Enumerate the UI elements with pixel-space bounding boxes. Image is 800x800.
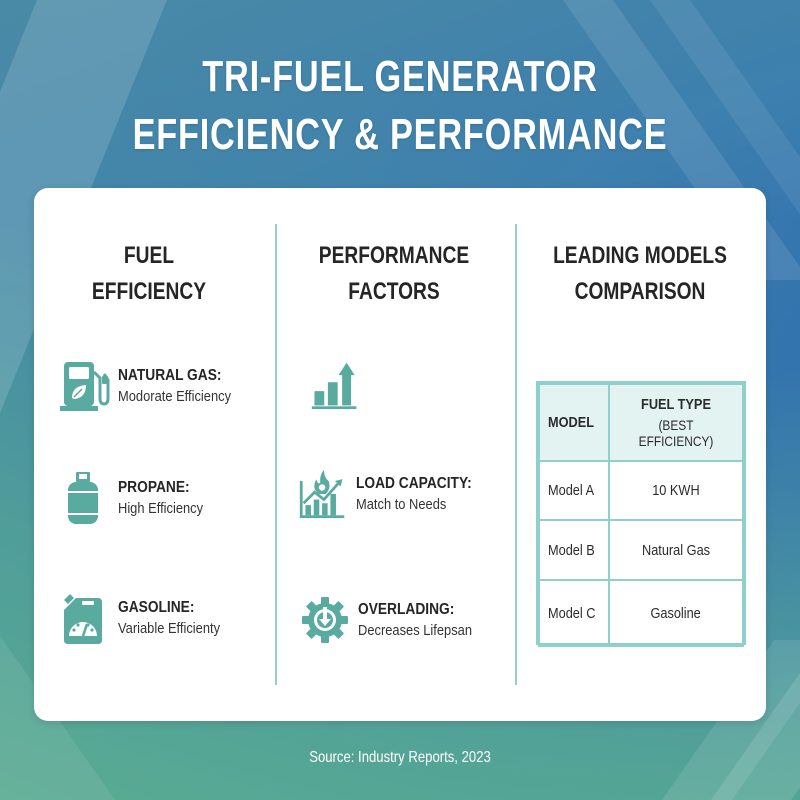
- heading-line-2: FACTORS: [348, 278, 440, 305]
- performance-item-label: OVERLADING:: [358, 600, 455, 618]
- fuel-item-label: PROPANE:: [118, 478, 190, 496]
- model-name: Model A: [548, 482, 595, 499]
- performance-item-description: Decreases Lifepsan: [358, 621, 473, 639]
- fuel-type-cell: Gasoline: [608, 579, 744, 647]
- performance-item-growth: [310, 356, 360, 412]
- gear-down-arrow-icon: [300, 592, 350, 648]
- page-title: TRI-FUEL GENERATOR EFFICIENCY & PERFORMA…: [88, 48, 712, 164]
- fuel-item-description: Variable Efficienty: [118, 619, 221, 637]
- performance-item-description: Match to Needs: [356, 495, 447, 513]
- fuel-item-natural-gas: NATURAL GAS: Modorate Efficiency: [60, 358, 249, 414]
- table-row: Model C Gasoline: [538, 579, 744, 647]
- performance-item-label: LOAD CAPACITY:: [356, 474, 472, 492]
- table-header-row: MODEL FUEL TYPE (BEST EFFICIENCY): [538, 383, 744, 462]
- propane-tank-icon: [60, 470, 110, 526]
- fuel-type-value: 10 KWH: [652, 482, 700, 499]
- table-row: Model B Natural Gas: [538, 519, 744, 581]
- table-row: Model A 10 KWH: [538, 460, 744, 521]
- fuel-type-subheader: (BEST EFFICIENCY): [638, 416, 714, 449]
- fuel-item-text: GASOLINE: Variable Efficienty: [118, 598, 220, 639]
- model-cell: Model A: [538, 460, 610, 521]
- models-comparison-table: MODEL FUEL TYPE (BEST EFFICIENCY) Model …: [536, 381, 746, 647]
- fuel-type-value: Gasoline: [650, 604, 702, 622]
- performance-item-load-capacity: LOAD CAPACITY: Match to Needs: [298, 466, 491, 522]
- gas-can-gauge-icon: [60, 590, 110, 646]
- heading-line-2: EFFICIENCY: [91, 278, 207, 305]
- column-header-model: MODEL: [538, 383, 610, 462]
- column-header-fuel-type: FUEL TYPE (BEST EFFICIENCY): [608, 383, 744, 462]
- fuel-pump-leaf-icon: [60, 358, 110, 414]
- fuel-efficiency-heading: FUEL EFFICIENCY: [57, 238, 241, 310]
- model-name: Model C: [548, 604, 596, 622]
- column-header-label: FUEL TYPE (BEST EFFICIENCY): [620, 396, 732, 449]
- heading-line-1: FUEL: [123, 242, 175, 269]
- column-divider: [515, 224, 517, 685]
- model-name: Model B: [548, 541, 595, 559]
- heading-line-1: LEADING MODELS: [553, 242, 727, 269]
- heading-line-1: PERFORMANCE: [318, 242, 470, 269]
- heading-line-2: COMPARISON: [574, 278, 706, 305]
- column-header-label: MODEL: [548, 414, 595, 431]
- fuel-item-text: PROPANE: High Efficiency: [118, 478, 203, 519]
- fuel-item-text: NATURAL GAS: Modorate Efficiency: [118, 366, 231, 407]
- fuel-type-header: FUEL TYPE: [641, 395, 711, 413]
- title-line-1: TRI-FUEL GENERATOR: [202, 52, 598, 101]
- leading-models-heading: LEADING MODELS COMPARISON: [539, 238, 741, 310]
- bar-chart-up-arrow-icon: [310, 356, 360, 412]
- infographic-card: FUEL EFFICIENCY NATURAL GAS: Modorate Ef…: [34, 188, 766, 721]
- model-cell: Model C: [538, 579, 610, 647]
- column-divider: [275, 224, 277, 685]
- performance-item-text: LOAD CAPACITY: Match to Needs: [356, 474, 472, 515]
- chart-flame-icon: [298, 466, 348, 522]
- fuel-item-description: Modorate Efficiency: [118, 387, 232, 405]
- fuel-item-label: GASOLINE:: [118, 598, 195, 616]
- source-citation: Source: Industry Reports, 2023: [309, 749, 491, 766]
- fuel-item-description: High Efficiency: [118, 499, 204, 517]
- fuel-item-propane: PROPANE: High Efficiency: [60, 470, 217, 526]
- performance-factors-heading: PERFORMANCE FACTORS: [298, 238, 490, 310]
- fuel-type-cell: Natural Gas: [608, 519, 744, 581]
- performance-item-text: OVERLADING: Decreases Lifepsan: [358, 600, 472, 641]
- fuel-item-label: NATURAL GAS:: [118, 366, 222, 384]
- fuel-type-cell: 10 KWH: [608, 460, 744, 521]
- fuel-item-gasoline: GASOLINE: Variable Efficienty: [60, 590, 237, 646]
- fuel-type-value: Natural Gas: [641, 541, 711, 559]
- model-cell: Model B: [538, 519, 610, 581]
- performance-item-overloading: OVERLADING: Decreases Lifepsan: [300, 592, 491, 648]
- title-line-2: EFFICIENCY & PERFORMANCE: [132, 110, 668, 159]
